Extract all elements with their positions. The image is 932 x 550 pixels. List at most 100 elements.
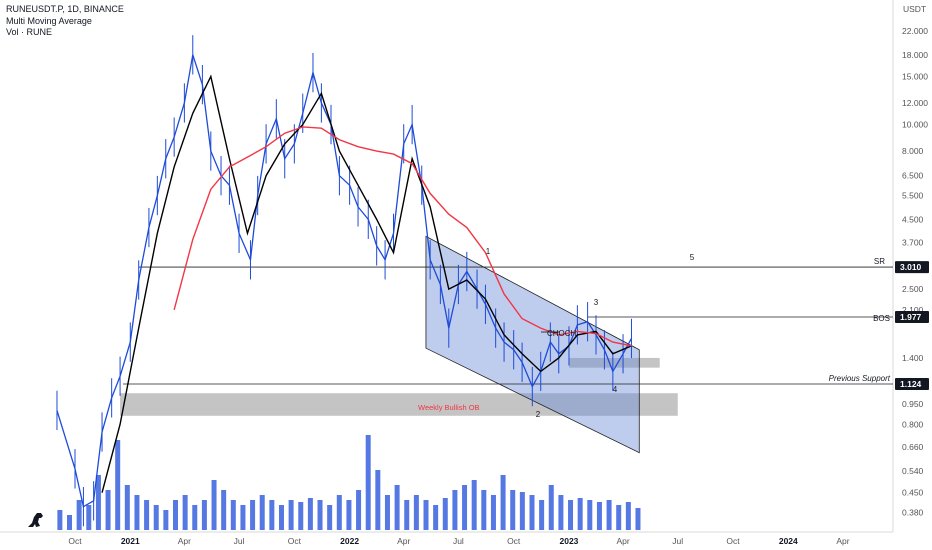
zones-layer [120, 357, 678, 416]
volume-bar [105, 490, 111, 530]
volume-bar [124, 485, 130, 530]
volume-bar [269, 500, 275, 530]
wave-label-1: 1 [486, 247, 491, 256]
time-tick-label: Apr [616, 536, 629, 546]
time-tick-label: 2024 [779, 536, 798, 546]
time-tick-label: Jul [453, 536, 464, 546]
ma-slow-line [173, 126, 632, 347]
volume-bar [57, 510, 63, 530]
volume-bar [346, 500, 352, 530]
dino-logo-icon [28, 513, 43, 527]
price-tick-label: 2.500 [902, 284, 924, 294]
price-tick-label: 0.800 [902, 419, 924, 429]
volume-bar [86, 505, 92, 530]
volume-bar [384, 495, 390, 530]
volume-bar [365, 435, 371, 530]
descending-channel [425, 235, 640, 454]
volume-line[interactable]: Vol · RUNE [6, 27, 53, 37]
price-tick-label: 4.500 [902, 214, 924, 224]
volume-bar [307, 498, 313, 530]
sr-label: SR [874, 257, 885, 266]
volume-bar [259, 495, 265, 530]
price-tick-label: 5.500 [902, 191, 924, 201]
previous-support-label: Previous Support [829, 374, 891, 383]
wave-label-5: 5 [690, 253, 695, 262]
time-tick-label: Apr [178, 536, 191, 546]
volume-bar [221, 490, 227, 530]
volume-bar [288, 500, 294, 530]
level-lines-layer [123, 266, 893, 385]
time-tick-label: Oct [726, 536, 740, 546]
price-tag-label: 1.977 [900, 312, 922, 322]
channel-area [425, 235, 640, 454]
price-tags: 3.010 1.977 1.124 [895, 261, 929, 390]
volume-bar [211, 480, 217, 530]
choch-label: CHOCH [547, 329, 577, 338]
time-tick-label: Apr [397, 536, 410, 546]
volume-bar [182, 495, 188, 530]
symbol-line[interactable]: RUNEUSDT.P, 1D, BINANCE [6, 4, 124, 14]
wave-label-4: 4 [613, 385, 618, 394]
price-tick-label: 8.000 [902, 146, 924, 156]
volume-bar [76, 500, 82, 530]
price-tick-label: 0.660 [902, 442, 924, 452]
volume-bar [192, 505, 198, 530]
volume-bar [471, 480, 477, 530]
volume-bar [144, 500, 150, 530]
price-tick-label: 2.100 [902, 305, 924, 315]
volume-bar [596, 502, 602, 530]
price-tick-label: 3.700 [902, 238, 924, 248]
ma-fast-line [101, 74, 632, 493]
volume-bar [625, 502, 631, 530]
price-tick-label: 22.000 [902, 26, 928, 36]
price-tick-label: 12.000 [902, 98, 928, 108]
price-tag-label: 3.010 [900, 262, 922, 272]
volume-bars [57, 435, 641, 530]
volume-bar [635, 508, 641, 530]
volume-bar [452, 490, 458, 530]
volume-bar [336, 495, 342, 530]
moving-averages [101, 74, 632, 493]
price-tick-label: 6.500 [902, 171, 924, 181]
volume-bar [587, 500, 593, 530]
price-axis: 22.000 18.000 15.000 12.000 10.000 8.000 6.500… [902, 26, 928, 518]
volume-bar [519, 492, 525, 530]
volume-bar [134, 495, 140, 530]
price-tick-label: 0.380 [902, 508, 924, 518]
volume-bar [95, 475, 101, 530]
price-tick-label: 0.540 [902, 466, 924, 476]
volume-bar [500, 475, 506, 530]
price-tick-label: 10.000 [902, 120, 928, 130]
time-tick-label: Apr [836, 536, 849, 546]
price-tick-label: 1.400 [902, 353, 924, 363]
time-tick-label: Jul [234, 536, 245, 546]
zone-0 [120, 393, 678, 416]
volume-bar [327, 505, 333, 530]
price-tag-box [895, 378, 929, 390]
volume-bar [115, 440, 121, 530]
time-tick-label: 2023 [560, 536, 579, 546]
time-tick-label: 2021 [121, 536, 140, 546]
volume-bar [404, 500, 410, 530]
volume-bar [462, 485, 468, 530]
price-tick-label: 15.000 [902, 71, 928, 81]
volume-bar [172, 500, 178, 530]
indicator-line[interactable]: Multi Moving Average [6, 15, 92, 26]
price-series [56, 35, 633, 527]
volume-bar [558, 495, 564, 530]
price-tick-label: 18.000 [902, 50, 928, 60]
volume-bar [442, 498, 448, 530]
wave-label-2: 2 [536, 410, 541, 419]
volume-bar [577, 498, 583, 530]
volume-bar [490, 495, 496, 530]
volume-bar [67, 515, 73, 530]
volume-bar [529, 495, 535, 530]
volume-bar [230, 500, 236, 530]
volume-bar [510, 490, 516, 530]
volume-bar [163, 510, 169, 530]
volume-bar [539, 500, 545, 530]
volume-bar [298, 502, 304, 530]
time-axis: Oct 2021 Apr Jul Oct 2022 Apr Jul Oct 2023 Apr Jul O… [68, 536, 849, 546]
time-tick-label: Jul [672, 536, 683, 546]
